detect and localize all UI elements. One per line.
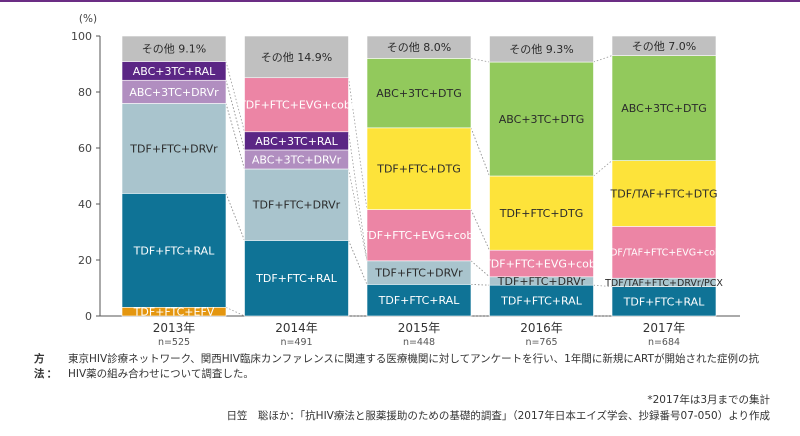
- stacked-bar-chart: (%) 0 20 40 60 80 100 TDF+FTC+EFV TDF+FTC+RAL TDF…: [71, 13, 740, 348]
- segment-label: TDF+FTC+EFV: [133, 306, 215, 319]
- bar-segment: [244, 240, 349, 317]
- segment-label: その他 9.3%: [509, 43, 573, 56]
- bar-segment: [244, 168, 349, 241]
- segment-label: TDF/TAF+FTC+EVG+cobi: [603, 248, 723, 259]
- connector-line: [348, 168, 368, 261]
- connector-line: [348, 77, 368, 210]
- y-tick-label: 40: [78, 198, 92, 211]
- bar-segment: [244, 35, 349, 79]
- method-text: 東京HIV診療ネットワーク、関西HIV臨床カンファレンスに関連する医療機関に対し…: [68, 353, 759, 380]
- connector-line: [470, 209, 490, 251]
- segment-label: その他 14.9%: [261, 51, 332, 64]
- connector-line: [470, 127, 490, 177]
- x-category-label: 2016年: [520, 321, 563, 335]
- bar-segment: [611, 55, 717, 161]
- bar-segment: [121, 193, 227, 308]
- connector-line: [225, 103, 245, 170]
- sample-size-label: n=525: [158, 337, 190, 348]
- segment-label: その他 9.1%: [142, 43, 206, 56]
- segment-label: TDF/TAF+FTC+DTG: [610, 187, 718, 200]
- connector-line: [225, 80, 245, 151]
- header-accent-bar: [0, 0, 800, 2]
- x-category-label: 2015年: [398, 321, 441, 335]
- segment-label: TDF+FTC+DRVr: [129, 142, 218, 155]
- bar-segment: [489, 249, 594, 278]
- y-tick-label: 60: [78, 142, 92, 155]
- connector-line: [593, 55, 613, 63]
- segment-label: ABC+3TC+RAL: [133, 65, 216, 78]
- connector-line: [225, 61, 245, 132]
- bar-segment: [366, 284, 472, 317]
- bar-segment: [366, 35, 472, 59]
- bar-segment: [489, 35, 594, 63]
- bar-segment: [611, 286, 717, 317]
- segment-label: TDF+FTC+RAL: [378, 294, 461, 307]
- segment-label: TDF+FTC+DTG: [499, 207, 584, 220]
- bar-segment: [489, 175, 594, 251]
- bar-segment: [489, 284, 594, 317]
- x-category-label: 2013年: [153, 321, 196, 335]
- footnote: *2017年は3月までの集計: [647, 394, 770, 406]
- sample-size-label: n=491: [280, 337, 312, 348]
- bar-segment: [611, 226, 717, 279]
- connector-line: [470, 283, 490, 286]
- segment-label: TDF+FTC+DTG: [376, 163, 461, 176]
- bar-segment: [611, 160, 717, 227]
- segment-label: ABC+3TC+DTG: [621, 102, 706, 115]
- segment-label: TDF+FTC+DRVr: [252, 199, 341, 212]
- segment-label: TDF+FTC+DRVr: [374, 267, 463, 280]
- segment-label: TDF+FTC+RAL: [255, 272, 338, 285]
- connector-line: [348, 131, 368, 261]
- bar-segment: [489, 61, 594, 177]
- source-citation: 日笠 聡ほか：「抗HIV療法と服薬援助のための基礎的調査」（2017年日本エイズ…: [226, 410, 770, 422]
- y-tick-label: 100: [71, 30, 92, 43]
- connector-line: [225, 103, 245, 170]
- bar-segment: [611, 35, 717, 56]
- sample-size-label: n=765: [525, 337, 557, 348]
- y-tick-label: 0: [85, 310, 92, 323]
- sample-size-label: n=448: [403, 337, 435, 348]
- bar-segment: [366, 209, 472, 262]
- bar-segment: [366, 58, 472, 129]
- segment-label: TDF+FTC+RAL: [500, 295, 583, 308]
- x-category-label: 2017年: [643, 321, 686, 335]
- connector-line: [348, 240, 368, 285]
- connector-line: [593, 284, 613, 287]
- segment-label: その他 8.0%: [387, 41, 451, 54]
- segment-label: ABC+3TC+DTG: [499, 113, 584, 126]
- bar-segment: [121, 103, 227, 194]
- segment-label: TDF+FTC+RAL: [133, 244, 216, 257]
- sample-size-label: n=684: [648, 337, 680, 348]
- y-unit-label: (%): [79, 13, 97, 25]
- method-label: 方 法：: [34, 353, 59, 380]
- connector-line: [593, 160, 613, 177]
- connector-line: [225, 306, 245, 317]
- connector-line: [225, 193, 245, 241]
- connector-line: [470, 260, 490, 278]
- segment-label: TDF+FTC+DRVr: [497, 275, 586, 288]
- segment-label: その他 7.0%: [632, 40, 696, 53]
- connector-line: [470, 58, 490, 63]
- segment-label: TDF+FTC+EVG+cobi: [361, 229, 477, 242]
- segment-label: TDF+FTC+RAL: [623, 295, 706, 308]
- x-category-label: 2014年: [275, 321, 318, 335]
- segment-label: ABC+3TC+DRVr: [129, 86, 219, 99]
- bar-segment: [366, 127, 472, 210]
- segment-label: ABC+3TC+RAL: [255, 135, 338, 148]
- y-tick-label: 80: [78, 86, 92, 99]
- bar-segment: [244, 77, 349, 133]
- segment-label: TDF+FTC+EVG+cobi: [238, 99, 354, 112]
- y-tick-label: 20: [78, 254, 92, 267]
- bar-segment: [121, 35, 227, 62]
- connector-line: [470, 283, 490, 286]
- segment-label: TDF+FTC+EVG+cobi: [483, 257, 599, 270]
- segment-label: ABC+3TC+DRVr: [252, 153, 342, 166]
- segment-label: ABC+3TC+DTG: [376, 87, 461, 100]
- segment-label: TDF/TAF+FTC+DRVr/PCX: [604, 278, 723, 289]
